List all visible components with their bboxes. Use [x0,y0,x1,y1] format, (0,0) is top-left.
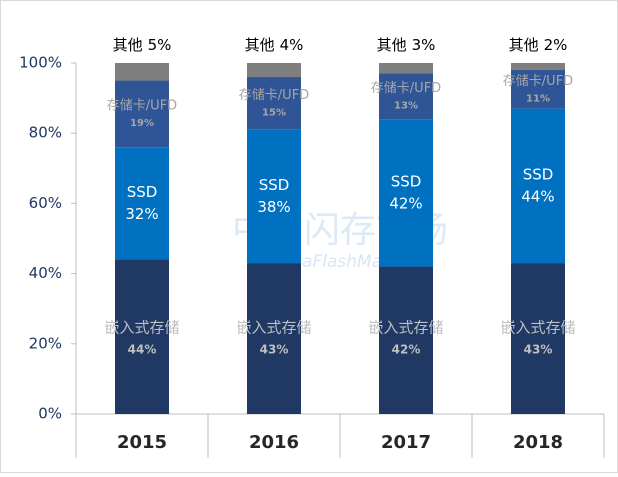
bar-segment [511,70,565,109]
bar-segment [511,263,565,414]
segment-name: SSD [127,183,158,201]
top-label: 其他 2% [509,36,568,54]
bar-segment [247,63,301,78]
segment-name: 其他 [113,36,143,54]
segment-name: SSD [391,172,422,190]
segment-name: 存储卡/UFD [107,98,177,113]
data-label: 19% [130,118,154,129]
y-tick-label: 80% [29,124,62,142]
bar-segment [247,77,301,130]
segment-name: SSD [259,176,290,194]
x-tick-label: 2015 [117,432,167,453]
segment-name: SSD [523,165,554,183]
data-label: 38% [257,198,290,216]
data-label: 15% [262,107,286,118]
bar-segment [379,119,433,267]
data-label: 43% [524,343,553,357]
segment-name: 嵌入式存储 [368,319,443,337]
bar-segment [511,63,565,71]
segment-name: 存储卡/UFD [371,81,441,96]
data-label: 42% [392,343,421,357]
x-tick-label: 2017 [381,432,431,453]
data-label: 11% [526,93,550,104]
bar-segment [379,63,433,74]
bar-segment [115,80,169,148]
data-label: 32% [125,205,158,223]
data-label: 2% [544,36,568,54]
segment-name: 嵌入式存储 [104,319,179,337]
data-label: 13% [394,100,418,111]
data-label: 42% [389,194,422,212]
bar-segment [115,259,169,414]
data-label: 5% [148,36,172,54]
data-label: 44% [521,187,554,205]
bar-segment [511,108,565,264]
bar-segment [247,129,301,264]
segment-name: 存储卡/UFD [503,74,573,89]
segment-name: 其他 [509,36,539,54]
data-label: 44% [128,343,157,357]
bar-segment [115,147,169,260]
data-label: 3% [412,36,436,54]
segment-name: 存储卡/UFD [239,88,309,103]
top-label: 其他 4% [245,36,304,54]
data-label: 43% [260,343,289,357]
bar-segment [379,266,433,414]
segment-name: 嵌入式存储 [500,319,575,337]
x-tick-label: 2016 [249,432,299,453]
y-tick-label: 0% [38,405,62,423]
y-tick-label: 100% [19,54,62,72]
y-tick-label: 60% [29,194,62,212]
x-tick-label: 2018 [513,432,563,453]
segment-name: 其他 [245,36,275,54]
top-label: 其他 3% [377,36,436,54]
top-label: 其他 5% [113,36,172,54]
segment-name: 嵌入式存储 [236,319,311,337]
segment-name: 其他 [377,36,407,54]
y-tick-label: 20% [29,334,62,352]
bar-segment [247,263,301,414]
bar-segment [379,73,433,120]
y-tick-label: 40% [29,264,62,282]
data-label: 4% [280,36,304,54]
bar-segment [115,63,169,81]
